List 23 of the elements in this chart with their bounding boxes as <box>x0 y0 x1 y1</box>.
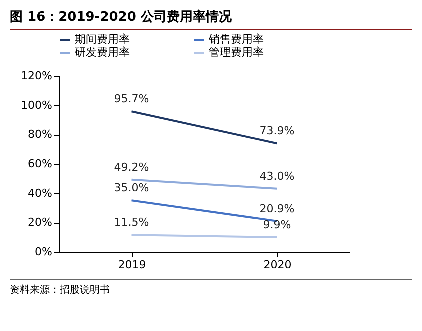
x-tick-label: 2019 <box>118 258 146 272</box>
data-label: 49.2% <box>114 160 150 174</box>
legend-label: 期间费用率 <box>75 33 130 46</box>
legend-label: 管理费用率 <box>209 46 264 59</box>
y-tick-label: 100% <box>21 98 52 112</box>
y-tick-label: 120% <box>21 70 52 82</box>
y-tick-label: 0% <box>35 246 52 258</box>
text: 资料来源：招股说明书 <box>10 279 412 297</box>
data-label: 43.0% <box>260 170 295 183</box>
y-tick-label: 40% <box>28 186 52 200</box>
chart-title: 图 16：2019-2020 公司费用率情况 <box>10 8 412 30</box>
data-label: 11.5% <box>114 216 150 230</box>
legend-label: 研发费用率 <box>75 46 130 59</box>
y-tick-label: 80% <box>28 128 52 142</box>
x-tick-label: 2020 <box>264 258 292 272</box>
legend-label: 销售费用率 <box>208 33 264 46</box>
data-label: 20.9% <box>260 202 295 216</box>
data-label: 9.9% <box>263 218 292 232</box>
y-tick-label: 20% <box>28 216 52 230</box>
data-label: 95.7% <box>114 92 150 106</box>
y-tick-label: 60% <box>28 158 52 170</box>
data-label: 35.0% <box>114 182 150 195</box>
data-label: 73.9% <box>260 124 295 138</box>
